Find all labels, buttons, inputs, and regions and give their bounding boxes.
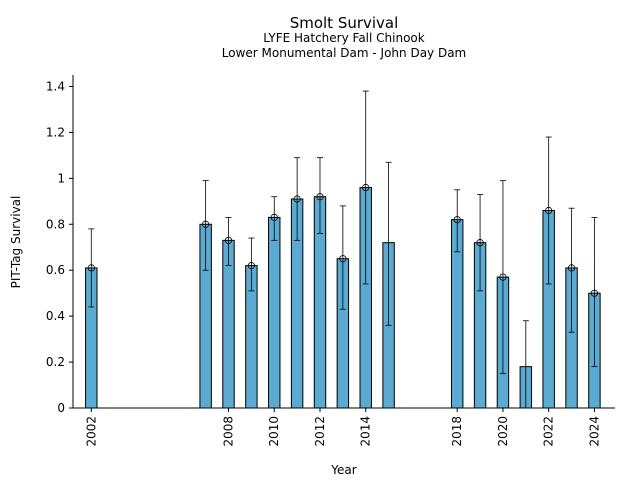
point-marker-2012 xyxy=(316,193,324,201)
point-marker-2020 xyxy=(499,273,507,281)
x-tick-label: 2010 xyxy=(267,416,281,447)
x-tick-label: 2012 xyxy=(313,416,327,447)
point-marker-2023 xyxy=(567,264,576,272)
point-marker-2010 xyxy=(270,213,278,221)
point-marker-2019 xyxy=(476,239,484,247)
point-marker-2014 xyxy=(362,183,370,192)
y-axis-label: PIT-Tag Survival xyxy=(9,196,23,289)
y-tick-label: 0.4 xyxy=(46,309,65,323)
point-marker-series xyxy=(87,183,599,297)
x-axis-label: Year xyxy=(330,463,356,477)
chart-subtitle-line-1: LYFE Hatchery Fall Chinook xyxy=(263,31,424,45)
chart-title: Smolt Survival xyxy=(290,14,399,32)
y-tick-label: 1.2 xyxy=(46,125,65,139)
point-marker-2009 xyxy=(247,262,255,270)
x-tick-label: 2014 xyxy=(359,416,373,447)
point-marker-2007 xyxy=(202,220,210,228)
y-tick-label: 0.8 xyxy=(46,217,65,231)
y-tick-label: 1.4 xyxy=(46,79,65,93)
y-tick-label: 0 xyxy=(57,401,65,415)
point-marker-2022 xyxy=(545,206,553,215)
x-tick-label: 2008 xyxy=(222,416,236,447)
chart-subtitle-line-2: Lower Monumental Dam - John Day Dam xyxy=(222,46,467,60)
y-tick-label: 1 xyxy=(57,171,65,185)
y-tick-label: 0.6 xyxy=(46,263,65,277)
x-tick-label: 2020 xyxy=(496,416,510,447)
x-axis-ticks: 2002 2008 2010 2012 2014 2018 2020 2022 2024 xyxy=(84,408,601,447)
point-marker-2002 xyxy=(87,264,95,272)
point-marker-2008 xyxy=(224,236,233,244)
point-marker-2024 xyxy=(590,289,599,297)
x-tick-label: 2024 xyxy=(587,416,601,447)
x-tick-label: 2022 xyxy=(542,416,556,447)
point-marker-2011 xyxy=(293,195,301,203)
y-axis-ticks: 0 0.2 0.4 0.6 0.8 1 1.2 1.4 xyxy=(46,79,73,415)
y-tick-label: 0.2 xyxy=(46,355,65,369)
error-bar-series xyxy=(88,90,598,408)
x-tick-label: 2018 xyxy=(450,416,464,447)
bar-2010 xyxy=(268,216,281,409)
point-marker-2013 xyxy=(339,255,347,263)
x-tick-label: 2002 xyxy=(84,416,98,447)
point-marker-2018 xyxy=(453,216,461,224)
